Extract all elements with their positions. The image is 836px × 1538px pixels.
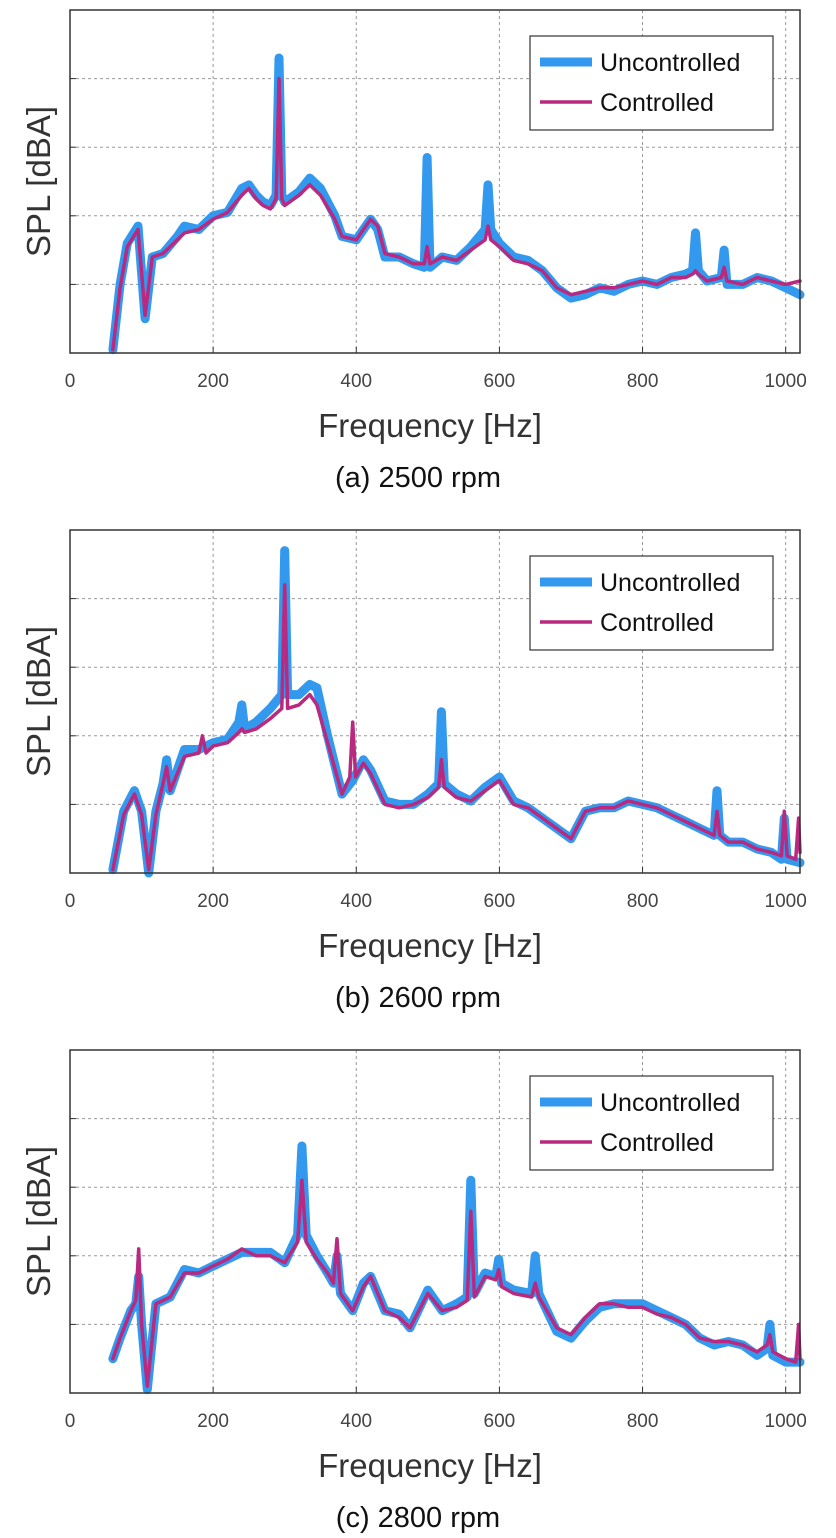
- legend-label: Controlled: [600, 89, 714, 117]
- x-tick-label: 600: [484, 371, 516, 392]
- x-tick-label: 0: [65, 891, 76, 912]
- panel-caption: (a) 2500 rpm: [335, 462, 501, 494]
- chart-panel: 0 200 400 600 800 1000 Frequency [Hz] SPL [dBA]…: [20, 1049, 807, 1534]
- legend-label: Uncontrolled: [600, 49, 740, 77]
- series-line-controlled: [111, 76, 802, 352]
- x-tick-label: 1000: [765, 371, 807, 392]
- legend-label: Uncontrolled: [600, 569, 740, 597]
- x-tick-label: 800: [627, 1411, 659, 1432]
- x-axis-label: Frequency [Hz]: [318, 407, 542, 444]
- chart-panel: 0 200 400 600 800 1000 Frequency [Hz] SPL [dBA]…: [20, 9, 807, 494]
- x-tick-label: 600: [484, 1411, 516, 1432]
- x-tick-label: 200: [197, 1411, 229, 1432]
- series-line-controlled: [111, 583, 802, 872]
- x-tick-label: 600: [484, 891, 516, 912]
- x-tick-label: 800: [627, 371, 659, 392]
- legend-box: [529, 1075, 774, 1171]
- x-axis-label: Frequency [Hz]: [318, 927, 542, 964]
- x-tick-label: 200: [197, 891, 229, 912]
- x-tick-label: 1000: [765, 891, 807, 912]
- legend-box: [529, 35, 774, 131]
- x-tick-label: 400: [340, 891, 372, 912]
- x-tick-label: 1000: [765, 1411, 807, 1432]
- series-line-controlled: [111, 1178, 802, 1388]
- axes-frame: [69, 529, 801, 874]
- y-axis-label: SPL [dBA]: [20, 626, 57, 777]
- legend-box: [529, 555, 774, 651]
- legend-label: Controlled: [600, 1129, 714, 1157]
- axes-frame: [69, 9, 801, 354]
- legend-label: Uncontrolled: [600, 1089, 740, 1117]
- x-axis-label: Frequency [Hz]: [318, 1447, 542, 1484]
- y-axis-label: SPL [dBA]: [20, 1146, 57, 1297]
- x-tick-label: 800: [627, 891, 659, 912]
- y-axis-label: SPL [dBA]: [20, 106, 57, 257]
- x-tick-label: 400: [340, 1411, 372, 1432]
- panel-caption: (c) 2800 rpm: [336, 1502, 500, 1534]
- x-tick-label: 0: [65, 1411, 76, 1432]
- axes-frame: [69, 1049, 801, 1394]
- panel-caption: (b) 2600 rpm: [335, 982, 501, 1014]
- x-tick-label: 400: [340, 371, 372, 392]
- legend-label: Controlled: [600, 609, 714, 637]
- x-tick-label: 200: [197, 371, 229, 392]
- x-tick-label: 0: [65, 371, 76, 392]
- chart-panel: 0 200 400 600 800 1000 Frequency [Hz] SPL [dBA]…: [20, 529, 807, 1014]
